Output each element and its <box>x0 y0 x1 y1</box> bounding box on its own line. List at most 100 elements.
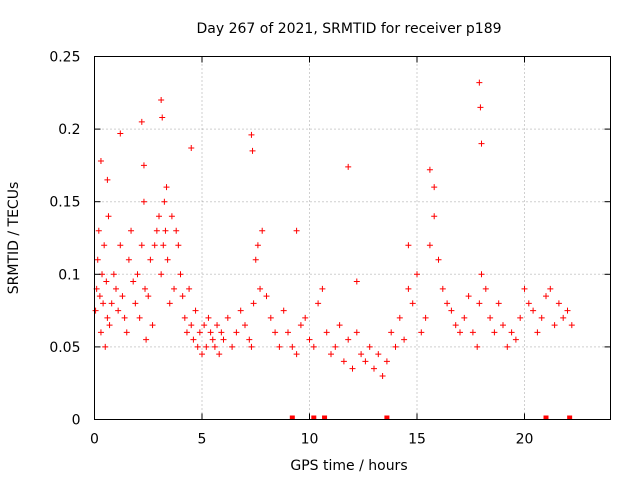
data-point-0-158 <box>138 118 145 125</box>
data-point-0-79 <box>254 242 261 249</box>
data-point-0-145 <box>530 307 537 314</box>
y-axis-label: SRMTID / TECUs <box>6 182 22 295</box>
data-point-0-27 <box>136 314 143 321</box>
data-point-0-54 <box>188 322 195 329</box>
data-point-0-57 <box>194 343 201 350</box>
data-point-0-165 <box>345 163 352 170</box>
data-point-0-157 <box>117 130 124 137</box>
data-point-0-25 <box>132 300 139 307</box>
data-point-0-86 <box>280 307 287 314</box>
data-point-0-61 <box>203 343 210 350</box>
x-axis-label: GPS time / hours <box>290 458 407 474</box>
data-point-0-127 <box>457 329 463 336</box>
data-point-0-138 <box>500 322 506 329</box>
data-point-0-26 <box>134 271 141 278</box>
data-point-0-124 <box>444 300 451 307</box>
flag-marker-2 <box>322 415 328 420</box>
data-point-0-108 <box>375 351 382 358</box>
flag-marker-1 <box>311 415 317 420</box>
data-point-0-168 <box>476 79 483 86</box>
data-point-0-30 <box>142 285 149 292</box>
data-point-0-49 <box>177 271 184 278</box>
y-tick-label-3: 0.15 <box>49 195 80 211</box>
data-point-0-74 <box>242 322 248 329</box>
data-point-0-163 <box>248 131 255 138</box>
data-point-0-65 <box>211 343 218 350</box>
data-point-0-45 <box>168 213 175 220</box>
data-point-0-137 <box>495 300 502 307</box>
data-point-0-51 <box>181 314 188 321</box>
data-point-0-43 <box>164 256 171 263</box>
data-point-0-38 <box>158 271 165 278</box>
data-point-0-66 <box>214 322 221 329</box>
data-point-0-20 <box>121 314 128 321</box>
data-point-0-88 <box>289 343 296 350</box>
data-point-0-47 <box>173 227 180 234</box>
data-point-0-10 <box>103 278 110 285</box>
data-point-0-164 <box>249 147 256 154</box>
data-point-0-42 <box>163 184 170 191</box>
data-point-0-146 <box>534 329 541 336</box>
data-point-0-50 <box>179 293 186 300</box>
data-point-0-55 <box>190 336 197 343</box>
data-point-0-153 <box>564 307 571 314</box>
y-tick-label-0: 0 <box>72 413 81 429</box>
x-tick-label-3: 15 <box>408 432 426 448</box>
plot-frame <box>94 56 611 420</box>
data-point-0-71 <box>229 343 236 350</box>
data-point-0-131 <box>474 343 481 350</box>
data-point-0-106 <box>366 343 373 350</box>
data-point-0-3 <box>95 227 102 234</box>
data-point-0-5 <box>97 329 104 336</box>
data-point-0-83 <box>267 314 274 321</box>
data-point-0-97 <box>328 351 334 358</box>
data-point-0-113 <box>396 314 403 321</box>
data-point-0-171 <box>293 227 300 234</box>
y-tick-label-4: 0.2 <box>58 122 80 138</box>
data-point-0-103 <box>353 329 360 336</box>
data-point-0-73 <box>237 307 244 314</box>
data-point-0-115 <box>405 285 412 292</box>
data-point-0-89 <box>293 351 300 358</box>
data-point-0-62 <box>205 314 212 321</box>
data-point-0-101 <box>345 336 352 343</box>
data-point-0-172 <box>353 278 360 285</box>
data-point-0-129 <box>465 293 472 300</box>
grid <box>94 56 611 420</box>
data-point-0-60 <box>201 322 208 329</box>
data-point-0-112 <box>392 343 399 350</box>
data-point-0-63 <box>207 329 214 336</box>
data-point-0-91 <box>302 314 309 321</box>
flag-marker-4 <box>543 415 549 420</box>
data-point-0-109 <box>379 372 386 379</box>
data-point-0-87 <box>285 329 291 336</box>
data-point-0-105 <box>362 358 369 365</box>
data-point-0-148 <box>543 293 549 300</box>
data-point-0-98 <box>332 343 339 350</box>
data-point-0-166 <box>426 166 433 173</box>
data-point-0-13 <box>106 322 113 329</box>
data-point-0-81 <box>259 227 266 234</box>
data-point-0-17 <box>115 307 122 314</box>
data-point-0-33 <box>147 256 154 263</box>
data-point-0-95 <box>319 285 326 292</box>
y-tick-label-2: 0.1 <box>58 267 80 283</box>
data-point-0-161 <box>159 114 166 121</box>
data-point-0-156 <box>104 176 111 183</box>
data-point-0-99 <box>336 322 343 329</box>
data-point-0-154 <box>568 322 575 329</box>
data-point-0-78 <box>252 256 259 263</box>
data-point-0-119 <box>422 314 429 321</box>
data-point-0-139 <box>504 343 511 350</box>
data-point-0-111 <box>388 329 395 336</box>
data-point-0-82 <box>263 293 270 300</box>
data-point-0-80 <box>257 285 264 292</box>
data-point-0-155 <box>97 158 104 165</box>
data-point-0-85 <box>276 343 283 350</box>
data-point-0-143 <box>521 285 528 292</box>
data-point-0-46 <box>171 285 178 292</box>
data-point-0-136 <box>491 329 498 336</box>
scatter-series <box>92 79 575 379</box>
data-point-0-152 <box>560 314 567 321</box>
data-point-0-116 <box>409 300 416 307</box>
